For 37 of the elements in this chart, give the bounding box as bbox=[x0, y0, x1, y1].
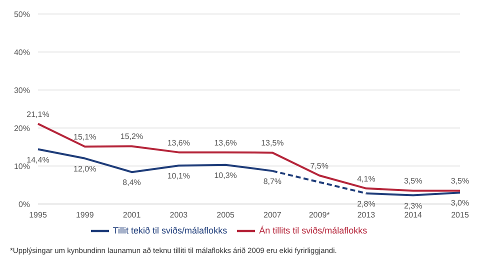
data-label: 13,6% bbox=[214, 138, 237, 148]
data-label: 13,6% bbox=[167, 138, 190, 148]
legend-label: Tillit tekið til sviðs/málaflokks bbox=[112, 225, 228, 236]
data-label: 3,5% bbox=[404, 176, 422, 186]
x-tick-label: 1995 bbox=[29, 210, 48, 220]
data-label: 10,1% bbox=[167, 172, 190, 181]
legend-label: Án tillits til sviðs/málaflokks bbox=[259, 225, 368, 236]
y-tick-label: 20% bbox=[14, 124, 30, 133]
x-tick-label: 2015 bbox=[451, 210, 470, 220]
data-label: 21,1% bbox=[26, 110, 50, 119]
data-label: 2,3% bbox=[404, 201, 422, 210]
x-tick-label: 2014 bbox=[404, 210, 423, 220]
data-label: 10,3% bbox=[214, 170, 237, 180]
data-label: 3,5% bbox=[450, 176, 470, 186]
x-tick-label: 1999 bbox=[76, 210, 94, 220]
data-label: 3,0% bbox=[450, 198, 470, 208]
data-label: 8,7% bbox=[263, 176, 282, 186]
x-tick-label: 2005 bbox=[216, 210, 236, 220]
y-tick-label: 10% bbox=[14, 162, 30, 171]
data-label: 15,1% bbox=[74, 132, 96, 142]
data-label: 12,0% bbox=[74, 164, 96, 174]
x-tick-label: 2009* bbox=[308, 210, 330, 220]
data-label: 14,4% bbox=[26, 155, 50, 164]
y-tick-label: 0% bbox=[18, 200, 30, 209]
data-label: 4,1% bbox=[357, 174, 376, 184]
y-tick-label: 50% bbox=[14, 10, 30, 19]
y-tick-label: 40% bbox=[14, 48, 30, 57]
y-tick-label: 30% bbox=[14, 86, 30, 95]
data-label: 8,4% bbox=[122, 178, 141, 188]
data-label: 2,8% bbox=[357, 199, 376, 208]
x-tick-label: 2003 bbox=[170, 210, 188, 220]
x-tick-label: 2007 bbox=[264, 210, 282, 220]
x-tick-label: 2013 bbox=[357, 210, 376, 220]
data-label: 15,2% bbox=[120, 132, 144, 142]
data-label: 7,5% bbox=[310, 162, 328, 170]
data-label: 13,5% bbox=[261, 138, 284, 148]
x-tick-label: 2001 bbox=[122, 210, 142, 220]
